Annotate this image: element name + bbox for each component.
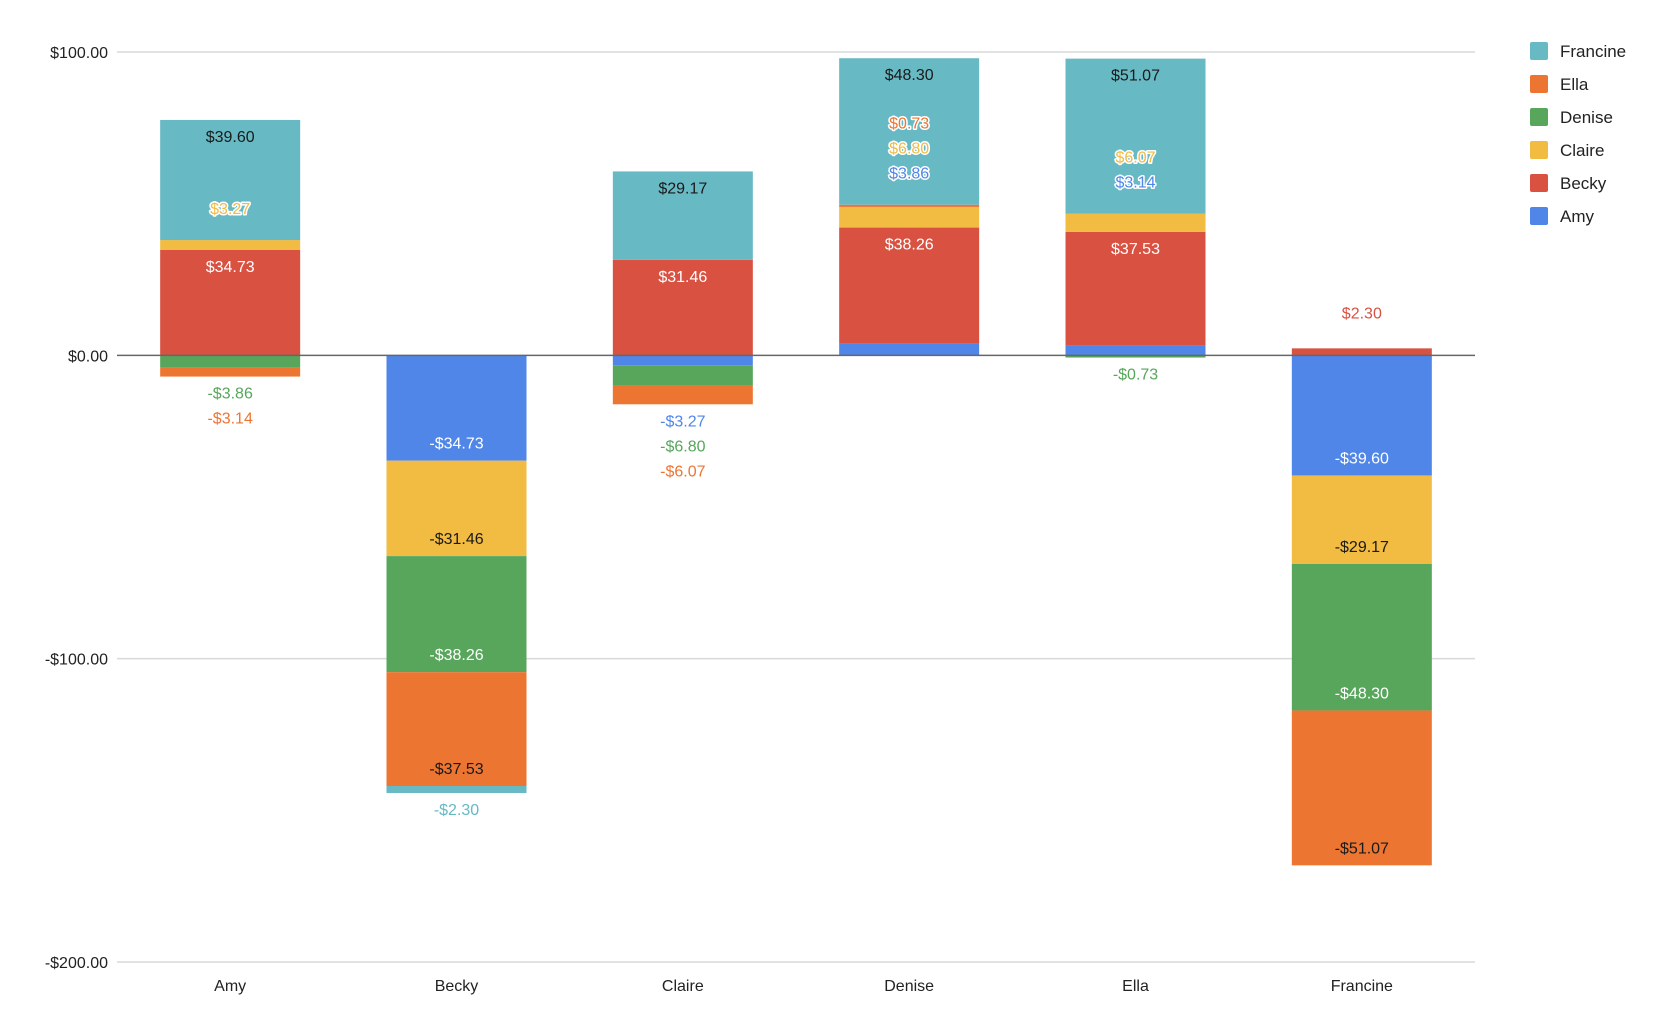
legend-swatch (1530, 75, 1548, 93)
bar-segment-claire (1291, 475, 1432, 564)
bar-segment-amy (1291, 355, 1432, 476)
data-label-becky: $37.53 (1111, 241, 1160, 258)
data-label-becky: $2.30 (1342, 305, 1382, 322)
bar-segment-ella (1291, 710, 1432, 866)
data-label-becky: $38.26 (885, 237, 934, 254)
data-label-denise: -$38.26 (429, 647, 483, 664)
bar-segment-ella (839, 204, 980, 207)
data-label-claire: -$31.46 (429, 531, 483, 548)
data-label-francine: $29.17 (658, 180, 707, 197)
legend-item-amy: Amy (1530, 207, 1595, 226)
legend-label: Francine (1560, 42, 1626, 61)
legend-item-francine: Francine (1530, 42, 1626, 61)
y-tick-label: $100.00 (50, 45, 108, 62)
legend-item-denise: Denise (1530, 108, 1613, 127)
bar-segment-claire (160, 240, 301, 250)
bars (160, 58, 1432, 866)
bar-segment-claire (839, 206, 980, 228)
x-axis: Amy Becky Claire Denise Ella Francine (214, 978, 1393, 995)
data-label-denise: -$48.30 (1335, 685, 1389, 702)
y-tick-label: $0.00 (68, 348, 108, 365)
gridlines (117, 51, 1475, 963)
legend: Francine Ella Denise Claire Becky Amy (1530, 42, 1626, 226)
bar-segment-francine (612, 171, 753, 260)
bar-segment-denise (612, 365, 753, 386)
bar-segment-becky (1065, 231, 1206, 346)
bar-segment-becky (839, 227, 980, 344)
y-tick-label: -$200.00 (45, 955, 108, 972)
legend-swatch (1530, 108, 1548, 126)
legend-swatch (1530, 174, 1548, 192)
data-label-ella: -$51.07 (1335, 840, 1389, 857)
data-label-francine: $51.07 (1111, 68, 1160, 85)
legend-swatch (1530, 207, 1548, 225)
bar-segment-amy (839, 343, 980, 356)
data-label-claire: $6.80 (889, 141, 929, 158)
bar-segment-amy (612, 355, 753, 366)
legend-item-claire: Claire (1530, 141, 1604, 160)
data-label-francine: $39.60 (206, 129, 255, 146)
legend-item-becky: Becky (1530, 174, 1607, 193)
legend-label: Denise (1560, 108, 1613, 127)
data-label-francine: -$2.30 (434, 802, 479, 819)
bar-segment-denise (160, 355, 301, 368)
bar-segment-francine (160, 119, 301, 241)
bar-segment-denise (1065, 355, 1206, 358)
data-label-denise: -$0.73 (1113, 367, 1158, 384)
x-category-label: Amy (214, 978, 246, 995)
data-label-amy: -$3.27 (660, 413, 705, 430)
bar-segment-becky (160, 249, 301, 356)
bar-segment-amy (386, 355, 527, 461)
data-label-amy: $3.86 (889, 166, 929, 183)
bar-segment-denise (386, 556, 527, 673)
legend-label: Becky (1560, 174, 1607, 193)
x-category-label: Becky (435, 978, 479, 995)
bar-segment-francine (839, 58, 980, 205)
legend-swatch (1530, 141, 1548, 159)
bar-segment-amy (1065, 345, 1206, 356)
data-label-claire: $3.27 (210, 201, 250, 218)
data-label-ella: -$6.07 (660, 463, 705, 480)
data-labels: $34.73 $39.60 $3.27 -$3.86 -$3.14 -$34.73 -$31… (206, 67, 1389, 857)
data-label-amy: $3.14 (1115, 175, 1155, 192)
data-label-denise: -$6.80 (660, 438, 705, 455)
bar-segment-ella (386, 672, 527, 787)
data-label-ella: $0.73 (889, 116, 929, 133)
bar-segment-ella (612, 385, 753, 405)
data-label-claire: -$29.17 (1335, 539, 1389, 556)
data-label-francine: $48.30 (885, 67, 934, 84)
bar-segment-ella (160, 367, 301, 377)
bar-segment-claire (386, 460, 527, 557)
legend-label: Amy (1560, 207, 1595, 226)
y-axis: $100.00 $0.00 -$100.00 -$200.00 (45, 45, 108, 972)
x-category-label: Denise (884, 978, 934, 995)
data-label-claire: $6.07 (1115, 150, 1155, 167)
bar-segment-denise (1291, 563, 1432, 711)
x-category-label: Claire (662, 978, 704, 995)
data-label-ella: -$37.53 (429, 761, 483, 778)
legend-label: Ella (1560, 75, 1589, 94)
bar-segment-francine (386, 786, 527, 793)
legend-label: Claire (1560, 141, 1604, 160)
data-label-becky: $34.73 (206, 259, 255, 276)
x-category-label: Ella (1122, 978, 1149, 995)
y-tick-label: -$100.00 (45, 652, 108, 669)
bar-segment-becky (1291, 348, 1432, 356)
data-label-amy: -$39.60 (1335, 450, 1389, 467)
bar-segment-becky (612, 259, 753, 356)
bar-segment-claire (1065, 213, 1206, 232)
data-label-ella: -$3.14 (207, 411, 252, 428)
data-label-becky: $31.46 (658, 269, 707, 286)
legend-item-ella: Ella (1530, 75, 1589, 94)
bar-segment-francine (1065, 58, 1206, 214)
legend-swatch (1530, 42, 1548, 60)
data-label-denise: -$3.86 (207, 386, 252, 403)
data-label-amy: -$34.73 (429, 436, 483, 453)
x-category-label: Francine (1331, 978, 1393, 995)
